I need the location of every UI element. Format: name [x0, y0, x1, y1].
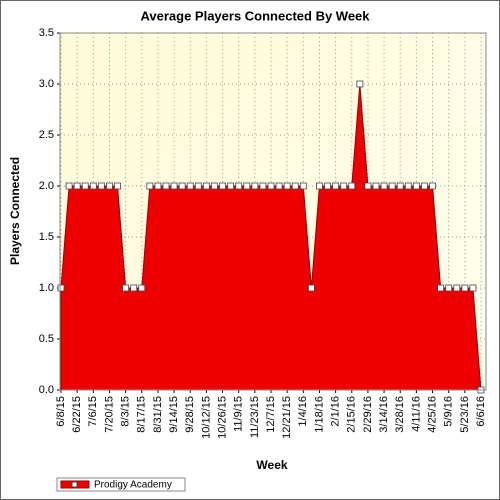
marker	[453, 284, 461, 292]
x-tick-label: 11/23/15	[249, 396, 261, 438]
chart-layer: 0.0 0.5 1.0 1.5 2.0 2.5 3.0 3.5 6/8/15 6/22/15 7/6…	[39, 27, 487, 492]
marker	[388, 182, 396, 190]
marker	[146, 182, 154, 190]
x-tick-label: 10/12/15	[200, 396, 212, 439]
marker	[154, 182, 162, 190]
x-tick-label: 12/7/15	[265, 396, 277, 433]
x-tick-label: 8/17/15	[136, 396, 148, 433]
y-tick-label: 3.5	[39, 27, 54, 39]
marker	[356, 80, 364, 88]
marker	[445, 284, 453, 292]
marker	[380, 182, 388, 190]
x-tick-label: 9/28/15	[184, 396, 196, 433]
x-tick-label: 7/6/15	[87, 396, 99, 427]
marker	[429, 182, 436, 190]
marker	[332, 182, 340, 190]
marker	[404, 182, 412, 190]
marker	[372, 182, 380, 190]
marker	[162, 182, 170, 190]
marker	[251, 182, 259, 190]
x-tick-label: 8/31/15	[152, 396, 164, 433]
y-tick-label: 0.0	[39, 384, 54, 396]
legend-label: Prodigy Academy	[94, 480, 172, 491]
x-tick-label: 6/22/15	[71, 396, 83, 433]
marker	[412, 182, 420, 190]
marker	[396, 182, 404, 190]
marker	[243, 182, 251, 190]
marker	[437, 284, 445, 292]
x-tick-label: 4/11/16	[410, 396, 422, 432]
marker	[65, 182, 73, 190]
x-tick-label: 10/26/15	[216, 396, 228, 439]
x-tick-label: 5/23/16	[459, 396, 471, 433]
marker	[316, 182, 323, 190]
x-tick-label: 1/4/16	[297, 396, 309, 427]
marker	[348, 182, 356, 190]
x-tick-label: 6/8/15	[55, 396, 67, 427]
marker	[178, 182, 186, 190]
marker	[283, 182, 291, 190]
x-tick-label: 12/21/15	[281, 396, 293, 439]
y-tick-label: 2.0	[39, 180, 54, 192]
marker	[202, 182, 210, 190]
x-tick-label: 8/3/15	[120, 396, 132, 427]
x-tick-label: 6/6/16	[475, 396, 487, 427]
plot-border	[59, 32, 487, 391]
marker	[122, 284, 130, 292]
marker	[97, 182, 105, 190]
y-tick-label: 0.5	[39, 333, 54, 345]
marker	[421, 182, 428, 190]
marker	[194, 182, 202, 190]
marker	[138, 284, 146, 292]
marker	[324, 182, 331, 190]
x-tick-label: 3/28/16	[394, 396, 406, 433]
marker	[186, 182, 194, 190]
y-tick-label: 1.0	[39, 282, 54, 294]
x-tick-label: 9/14/15	[168, 396, 180, 433]
marker	[73, 182, 81, 190]
marker	[81, 182, 89, 190]
marker	[275, 182, 283, 190]
marker	[106, 182, 113, 190]
marker	[469, 284, 477, 292]
y-tick-label: 3.0	[39, 78, 54, 90]
x-tick-label: 2/15/16	[346, 396, 358, 433]
x-tick-label: 5/9/16	[443, 396, 455, 427]
x-axis-title: Week	[256, 458, 287, 472]
chart-title: Average Players Connected By Week	[140, 8, 370, 23]
x-tick-label: 7/20/15	[103, 396, 115, 433]
x-tick-label: 2/29/16	[362, 396, 374, 433]
marker	[364, 182, 372, 190]
marker	[211, 182, 218, 190]
x-tick-label: 2/1/16	[330, 396, 342, 427]
x-tick-label: 4/25/16	[426, 396, 438, 433]
marker	[227, 182, 235, 190]
marker	[461, 284, 469, 292]
y-tick-label: 1.5	[39, 231, 54, 243]
x-tick-label: 1/18/16	[313, 396, 325, 433]
marker	[57, 284, 65, 292]
y-axis-title: Players Connected	[8, 157, 22, 265]
marker	[307, 284, 315, 292]
marker	[114, 182, 121, 190]
marker	[267, 182, 275, 190]
y-tick-label: 2.5	[39, 129, 54, 141]
marker	[291, 182, 299, 190]
x-tick-label: 3/14/16	[378, 396, 390, 433]
x-tick-label: 11/9/15	[233, 396, 245, 432]
marker	[219, 182, 226, 190]
marker	[299, 182, 307, 190]
marker	[235, 182, 243, 190]
marker	[89, 182, 97, 190]
marker	[340, 182, 348, 190]
marker	[259, 182, 267, 190]
legend-marker	[71, 481, 78, 488]
marker	[130, 284, 138, 292]
marker	[170, 182, 178, 190]
